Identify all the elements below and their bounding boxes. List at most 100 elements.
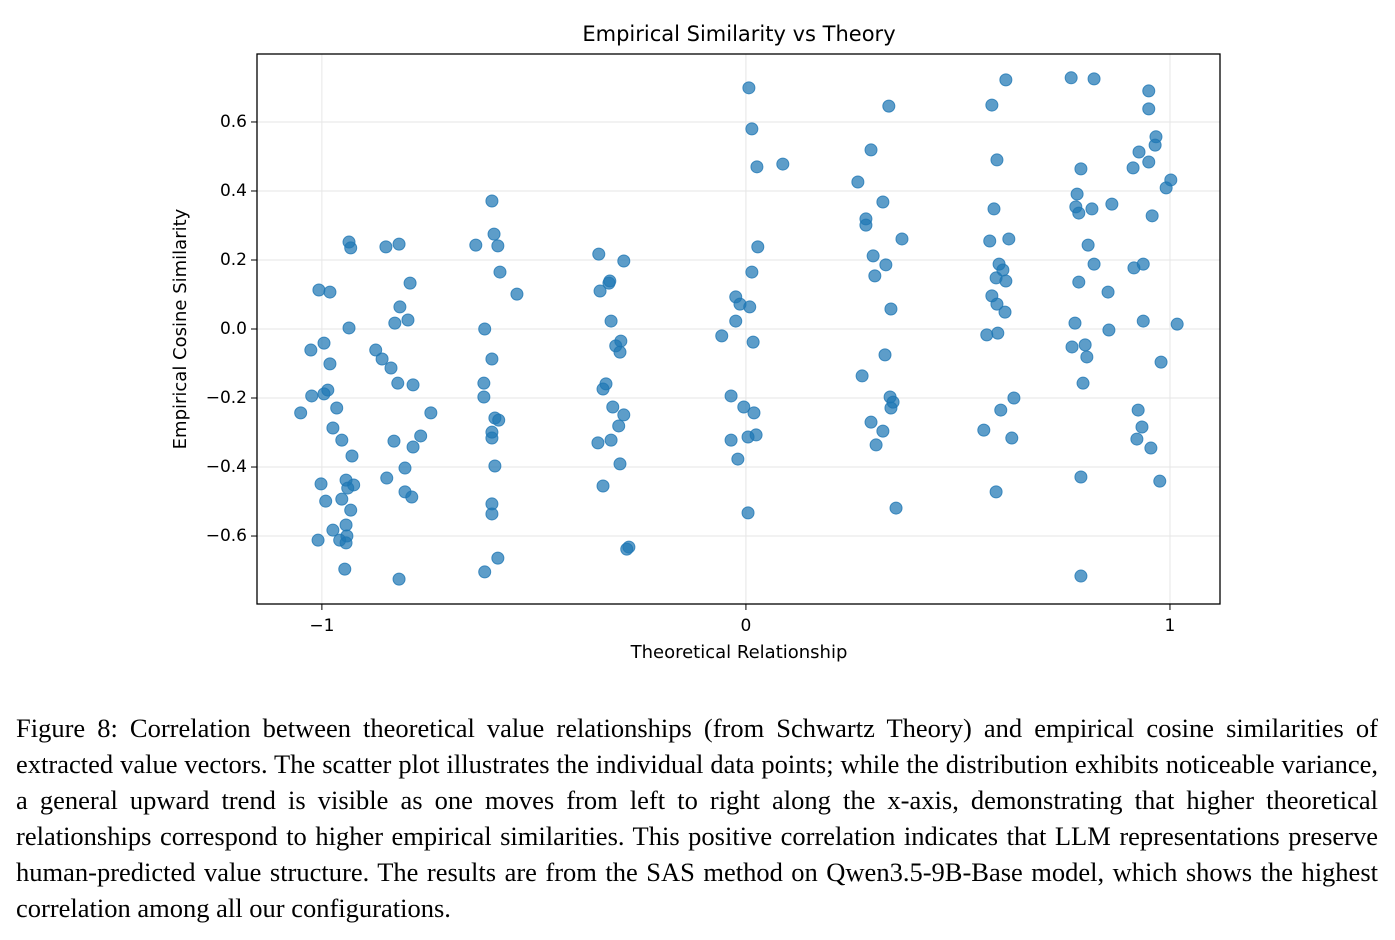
plot-frame xyxy=(256,53,1221,605)
point xyxy=(1130,432,1144,446)
point xyxy=(741,506,755,520)
point xyxy=(1080,350,1094,364)
point xyxy=(724,389,738,403)
figure-caption: Figure 8: Correlation between theoretica… xyxy=(16,713,1378,923)
point xyxy=(985,98,999,112)
point xyxy=(977,423,991,437)
point xyxy=(1126,161,1140,175)
point xyxy=(294,406,308,420)
point xyxy=(393,300,407,314)
point xyxy=(403,276,417,290)
point xyxy=(1065,340,1079,354)
point xyxy=(606,400,620,414)
point xyxy=(742,81,756,95)
point xyxy=(604,433,618,447)
point xyxy=(1101,285,1115,299)
point xyxy=(1136,314,1150,328)
point xyxy=(1087,72,1101,86)
point xyxy=(1072,275,1086,289)
point xyxy=(878,348,892,362)
point xyxy=(983,234,997,248)
point xyxy=(591,436,605,450)
point xyxy=(998,305,1012,319)
point xyxy=(375,352,389,366)
x-tick-label: 1 xyxy=(1165,616,1176,636)
point xyxy=(387,434,401,448)
point xyxy=(1170,317,1184,331)
point xyxy=(1132,145,1146,159)
y-axis-label: Empirical Cosine Similarity xyxy=(170,208,191,449)
point xyxy=(478,322,492,336)
point xyxy=(851,175,865,189)
point xyxy=(477,376,491,390)
point xyxy=(613,345,627,359)
point xyxy=(715,329,729,343)
point xyxy=(1102,323,1116,337)
point xyxy=(1076,376,1090,390)
y-tick-label: 0.0 xyxy=(220,319,247,339)
point xyxy=(731,452,745,466)
point xyxy=(1159,181,1173,195)
point xyxy=(1072,206,1086,220)
point xyxy=(491,239,505,253)
point xyxy=(478,565,492,579)
point xyxy=(1145,209,1159,223)
point xyxy=(592,247,606,261)
point xyxy=(879,258,893,272)
point xyxy=(1131,403,1145,417)
point xyxy=(593,284,607,298)
point xyxy=(724,433,738,447)
point xyxy=(1074,569,1088,583)
point xyxy=(987,202,1001,216)
point xyxy=(326,421,340,435)
point xyxy=(305,389,319,403)
point xyxy=(492,413,506,427)
point xyxy=(380,471,394,485)
point xyxy=(312,283,326,297)
point xyxy=(617,254,631,268)
point xyxy=(999,73,1013,87)
point xyxy=(1153,474,1167,488)
point xyxy=(596,479,610,493)
point xyxy=(406,378,420,392)
point xyxy=(884,401,898,415)
point xyxy=(729,314,743,328)
y-tick-label: −0.6 xyxy=(206,526,247,546)
point xyxy=(994,403,1008,417)
point xyxy=(1081,238,1095,252)
point xyxy=(384,361,398,375)
point xyxy=(338,562,352,576)
point xyxy=(392,237,406,251)
point xyxy=(388,316,402,330)
point xyxy=(746,335,760,349)
point xyxy=(1142,84,1156,98)
point xyxy=(751,240,765,254)
point xyxy=(882,99,896,113)
point xyxy=(344,503,358,517)
point xyxy=(743,300,757,314)
point xyxy=(488,459,502,473)
point xyxy=(321,383,335,397)
point xyxy=(876,424,890,438)
point xyxy=(990,153,1004,167)
point xyxy=(342,321,356,335)
point xyxy=(749,428,763,442)
y-tick-label: −0.4 xyxy=(206,457,247,477)
point xyxy=(487,227,501,241)
point xyxy=(304,343,318,357)
point xyxy=(485,431,499,445)
point xyxy=(1154,355,1168,369)
point xyxy=(889,501,903,515)
point xyxy=(617,408,631,422)
y-tick-label: 0.4 xyxy=(220,181,247,201)
point xyxy=(1064,71,1078,85)
point xyxy=(347,478,361,492)
point xyxy=(750,160,764,174)
point xyxy=(1087,257,1101,271)
y-tick-label: 0.6 xyxy=(220,112,247,132)
point xyxy=(491,551,505,565)
point xyxy=(745,122,759,136)
x-axis-label: Theoretical Relationship xyxy=(630,642,848,663)
point xyxy=(859,218,873,232)
